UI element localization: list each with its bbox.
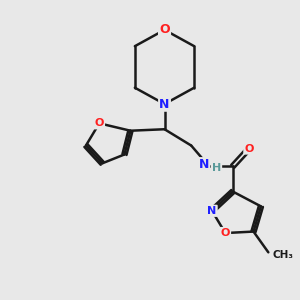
Text: O: O: [159, 23, 170, 36]
Text: O: O: [94, 118, 104, 128]
Text: CH₃: CH₃: [273, 250, 294, 260]
Text: H: H: [212, 163, 221, 173]
Text: N: N: [207, 206, 217, 216]
Text: O: O: [244, 143, 254, 154]
Text: O: O: [220, 228, 230, 238]
Text: N: N: [199, 158, 209, 171]
Text: N: N: [159, 98, 170, 110]
